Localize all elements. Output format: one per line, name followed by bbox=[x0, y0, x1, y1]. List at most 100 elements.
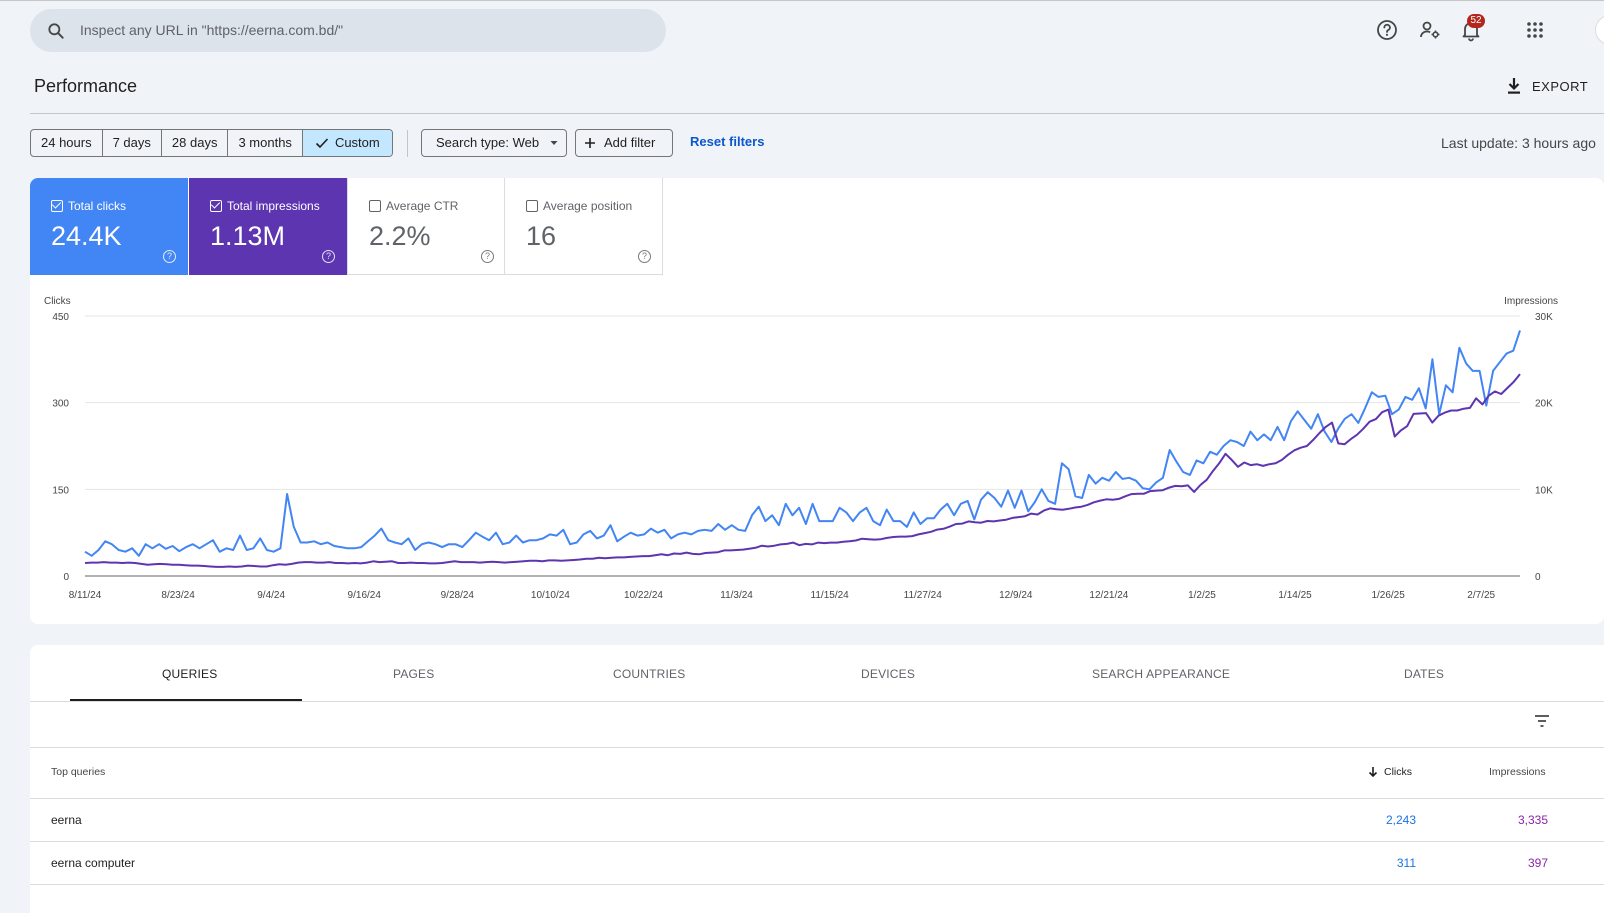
queries-table-card bbox=[30, 645, 1604, 913]
dropdown-arrow-icon bbox=[550, 141, 558, 145]
x-tick-label: 11/15/24 bbox=[811, 590, 850, 601]
row-divider bbox=[30, 841, 1604, 842]
metric-value: 1.13M bbox=[210, 221, 286, 251]
x-tick-label: 10/22/24 bbox=[624, 590, 663, 601]
y-left-tick-label: 450 bbox=[52, 312, 69, 323]
help-icon[interactable]: ? bbox=[322, 250, 335, 263]
tab-search-appearance[interactable]: SEARCH APPEARANCE bbox=[1092, 667, 1231, 681]
filter-rows-icon[interactable] bbox=[1533, 712, 1551, 730]
row-clicks: 311 bbox=[1396, 856, 1416, 870]
manage-users-icon[interactable] bbox=[1418, 18, 1442, 42]
checkbox-icon bbox=[51, 200, 63, 212]
row-query[interactable]: eerna bbox=[51, 813, 82, 827]
metric-value: 2.2% bbox=[369, 221, 431, 251]
x-tick-label: 1/26/25 bbox=[1371, 590, 1405, 601]
x-tick-label: 1/2/25 bbox=[1188, 590, 1216, 601]
page-title: Performance bbox=[34, 76, 138, 96]
help-icon[interactable]: ? bbox=[163, 250, 176, 263]
column-header-clicks[interactable]: Clicks bbox=[1368, 766, 1412, 778]
y-right-axis-label: Impressions bbox=[1504, 296, 1558, 307]
search-placeholder: Inspect any URL in "https://eerna.com.bd… bbox=[80, 22, 344, 38]
tab-pages[interactable]: PAGES bbox=[393, 667, 435, 681]
impressions-series-line bbox=[84, 373, 1521, 568]
row-query[interactable]: eerna computer bbox=[51, 856, 136, 870]
y-right-tick-label: 10K bbox=[1535, 485, 1553, 496]
row-impressions: 3,335 bbox=[1517, 813, 1548, 827]
x-tick-label: 8/11/24 bbox=[69, 590, 102, 601]
last-update-text: Last update: 3 hours ago bbox=[1441, 135, 1596, 151]
metric-label: Average position bbox=[543, 199, 633, 213]
metric-total-impressions[interactable]: Total impressions 1.13M ? bbox=[189, 178, 347, 275]
range-custom-label: Custom bbox=[334, 135, 380, 150]
row-impressions: 397 bbox=[1527, 856, 1548, 870]
help-icon[interactable]: ? bbox=[638, 250, 651, 263]
metric-average-ctr[interactable]: Average CTR 2.2% ? bbox=[347, 178, 505, 275]
date-range-selector: 24 hours 7 days 28 days 3 months Custom bbox=[30, 129, 393, 157]
column-header-impressions[interactable]: Impressions bbox=[1489, 766, 1546, 778]
help-icon[interactable]: ? bbox=[481, 250, 494, 263]
range-custom[interactable]: Custom bbox=[302, 130, 392, 156]
header-divider bbox=[30, 113, 1604, 114]
x-tick-label: 12/21/24 bbox=[1089, 590, 1128, 601]
export-button[interactable]: EXPORT bbox=[1506, 76, 1588, 96]
metric-label: Average CTR bbox=[386, 199, 459, 213]
range-24-hours[interactable]: 24 hours bbox=[31, 130, 103, 156]
clicks-series-line bbox=[84, 330, 1521, 557]
x-tick-label: 9/16/24 bbox=[348, 590, 382, 601]
active-tab-indicator bbox=[70, 699, 302, 701]
metric-label: Total clicks bbox=[68, 199, 127, 213]
reset-filters-link[interactable]: Reset filters bbox=[690, 134, 765, 149]
tab-devices[interactable]: DEVICES bbox=[861, 667, 916, 681]
notification-badge: 52 bbox=[1467, 14, 1485, 28]
column-header-query: Top queries bbox=[51, 766, 106, 778]
apps-grid-icon[interactable] bbox=[1523, 18, 1547, 42]
checkbox-icon bbox=[369, 200, 381, 212]
toolbar-divider bbox=[30, 747, 1604, 748]
checkbox-icon bbox=[526, 200, 538, 212]
search-type-dropdown[interactable]: Search type: Web bbox=[421, 129, 567, 157]
metric-label: Total impressions bbox=[227, 199, 320, 213]
metric-value: 24.4K bbox=[51, 221, 122, 251]
y-right-tick-label: 30K bbox=[1535, 312, 1553, 323]
row-divider bbox=[30, 884, 1604, 885]
y-left-tick-label: 150 bbox=[52, 485, 69, 496]
search-icon bbox=[48, 23, 64, 39]
x-tick-label: 1/14/25 bbox=[1278, 590, 1312, 601]
y-left-tick-label: 300 bbox=[52, 399, 69, 410]
tabs-divider bbox=[30, 701, 1604, 702]
download-icon bbox=[1508, 78, 1520, 94]
x-tick-label: 11/3/24 bbox=[720, 590, 753, 601]
account-avatar[interactable] bbox=[1595, 15, 1604, 45]
add-filter-button[interactable]: Add filter bbox=[575, 129, 673, 157]
help-icon[interactable] bbox=[1375, 18, 1399, 42]
range-28-days[interactable]: 28 days bbox=[162, 130, 229, 156]
tab-queries[interactable]: QUERIES bbox=[162, 667, 218, 681]
x-tick-label: 2/7/25 bbox=[1467, 590, 1495, 601]
x-tick-label: 9/4/24 bbox=[257, 590, 285, 601]
x-tick-label: 8/23/24 bbox=[161, 590, 195, 601]
range-3-months[interactable]: 3 months bbox=[228, 130, 303, 156]
x-tick-label: 11/27/24 bbox=[904, 590, 943, 601]
top-bar: Inspect any URL in "https://eerna.com.bd… bbox=[0, 0, 1604, 62]
arrow-down-icon bbox=[1368, 767, 1378, 778]
clicks-header-label: Clicks bbox=[1384, 766, 1412, 778]
plus-icon bbox=[585, 138, 595, 148]
y-right-tick-label: 0 bbox=[1535, 572, 1541, 583]
x-tick-label: 9/28/24 bbox=[441, 590, 475, 601]
y-left-tick-label: 0 bbox=[63, 572, 69, 583]
url-inspection-search[interactable]: Inspect any URL in "https://eerna.com.bd… bbox=[30, 9, 666, 52]
y-left-axis-label: Clicks bbox=[44, 296, 71, 307]
row-clicks: 2,243 bbox=[1385, 813, 1416, 827]
range-7-days[interactable]: 7 days bbox=[103, 130, 162, 156]
checkbox-icon bbox=[210, 200, 222, 212]
header-row-divider bbox=[30, 798, 1604, 799]
x-tick-label: 12/9/24 bbox=[999, 590, 1033, 601]
metric-average-position[interactable]: Average position 16 ? bbox=[505, 178, 663, 275]
filter-divider bbox=[407, 130, 408, 157]
metric-total-clicks[interactable]: Total clicks 24.4K ? bbox=[30, 178, 188, 275]
check-icon bbox=[315, 138, 329, 149]
tab-countries[interactable]: COUNTRIES bbox=[613, 667, 686, 681]
performance-line-chart: 0 150 300 450 0 10K 20K 30K Clicks Impressions 8/1… bbox=[44, 296, 1558, 601]
tab-dates[interactable]: DATES bbox=[1404, 667, 1445, 681]
add-filter-label: Add filter bbox=[604, 135, 656, 150]
